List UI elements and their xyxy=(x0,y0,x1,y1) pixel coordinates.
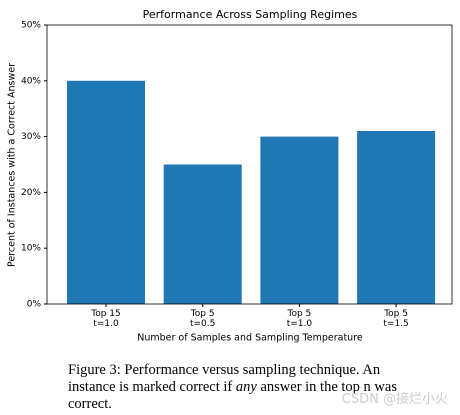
plot-frame xyxy=(46,24,453,305)
y-tick-label: 20% xyxy=(21,188,41,198)
y-tick-label: 0% xyxy=(27,300,42,310)
x-tick-label: Top 5 t=1.5 xyxy=(383,309,409,329)
bar xyxy=(163,164,242,304)
watermark: CSDN @接烂小火 xyxy=(341,392,448,407)
x-axis-label: Number of Samples and Sampling Temperatu… xyxy=(137,333,363,344)
y-axis-label: Percent of Instances with a Correct Answ… xyxy=(7,63,18,267)
chart-title: Performance Across Sampling Regimes xyxy=(143,8,358,21)
y-tick-label: 40% xyxy=(21,76,41,86)
caption-text: answer in the top n was correct. xyxy=(68,379,397,412)
bar xyxy=(357,131,436,304)
caption-text: Figure 3: Performance versus sampling te… xyxy=(68,362,381,395)
x-tick-label: Top 5 t=1.0 xyxy=(286,309,313,329)
y-tick-label: 50% xyxy=(21,21,41,31)
x-tick-label: Top 5 t=0.5 xyxy=(189,309,216,329)
caption: Figure 3: Performance versus sampling te… xyxy=(68,362,403,413)
caption-emphasis: any xyxy=(235,379,257,395)
y-tick-label: 10% xyxy=(21,244,41,254)
y-tick-label: 30% xyxy=(21,132,41,142)
bar xyxy=(260,136,339,304)
bar xyxy=(67,80,145,304)
x-tick-label: Top 15 t=1.0 xyxy=(91,309,121,329)
